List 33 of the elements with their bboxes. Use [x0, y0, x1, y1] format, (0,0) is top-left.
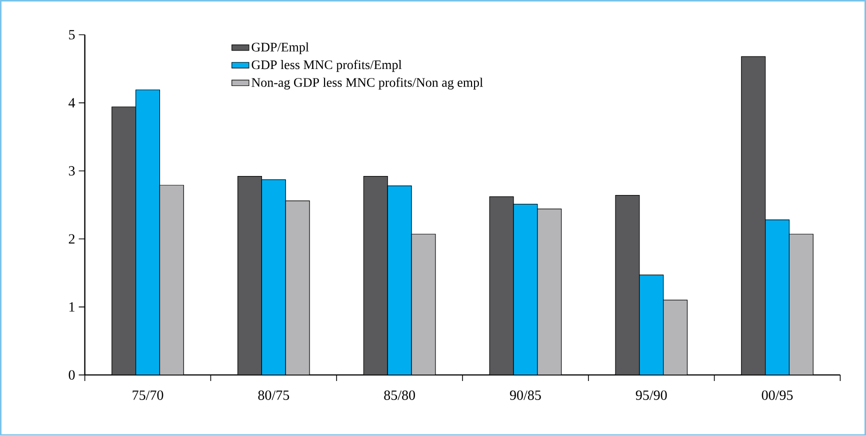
y-tick-label: 3 — [68, 166, 75, 176]
y-tick-label: 4 — [68, 98, 76, 108]
y-tick-label: 2 — [68, 234, 74, 244]
bar — [285, 200, 310, 376]
y-tick-label: 5 — [69, 30, 75, 40]
bar — [387, 186, 412, 376]
bar — [513, 204, 538, 376]
bar — [663, 300, 688, 376]
x-tick-label: 80/75 — [258, 390, 290, 400]
bar — [765, 220, 790, 376]
x-tick-label: 00/95 — [762, 390, 793, 400]
bar — [112, 106, 136, 376]
x-tick-label: 75/70 — [132, 390, 164, 400]
bar — [261, 180, 286, 376]
bar — [411, 234, 436, 376]
x-tick-label: 85/80 — [384, 390, 415, 400]
bar — [363, 176, 388, 376]
bar — [788, 234, 814, 376]
legend-label: GDP/Empl — [252, 42, 309, 54]
bar — [136, 90, 160, 376]
x-tick-label: 95/90 — [636, 390, 667, 400]
bar — [237, 176, 262, 376]
bar — [489, 196, 514, 376]
bar — [159, 184, 184, 376]
bar — [741, 56, 766, 376]
legend-label: GDP less MNC profits/Empl — [252, 60, 402, 72]
y-tick-label: 0 — [68, 370, 75, 380]
bar — [639, 274, 664, 376]
bar — [537, 208, 562, 376]
legend-label: Non-ag GDP less MNC profits/Non ag empl — [252, 78, 483, 90]
x-tick-label: 90/85 — [510, 390, 541, 400]
y-tick-label: 1 — [69, 302, 74, 312]
bar — [615, 195, 640, 376]
